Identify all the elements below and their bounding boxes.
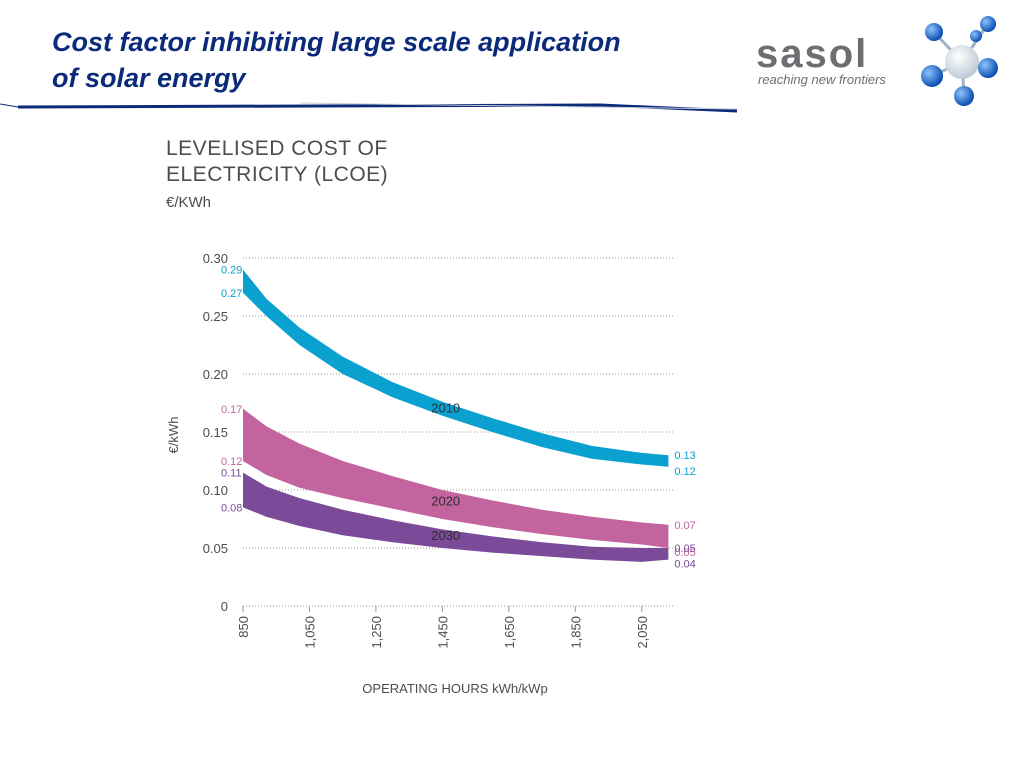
x-tick-label: 1,050 <box>302 616 317 649</box>
x-tick-label: 850 <box>236 616 251 638</box>
x-tick-label: 1,850 <box>568 616 583 649</box>
x-tick-label: 2,050 <box>635 616 650 649</box>
end-lower-label-2020: 0.05 <box>674 547 695 559</box>
chart-title: LEVELISED COST OF ELECTRICITY (LCOE) <box>166 136 388 188</box>
x-tick-label: 1,450 <box>435 616 450 649</box>
band-2020 <box>243 408 669 548</box>
lcoe-chart: 0 0.05 0.10 0.15 0.20 0.25 0.30 850 1,050 1,250 1,… <box>166 251 696 696</box>
sasol-logo: sasol reaching new frontiers <box>752 12 1012 112</box>
band-2010 <box>243 269 669 467</box>
label-layer: 0.29 0.27 0.13 0.12 2010 0.17 0.12 0.07 0.05 2020… <box>221 265 696 571</box>
slide-title-line-2: of solar energy <box>52 63 246 93</box>
y-tick-label: 0.15 <box>203 425 228 440</box>
start-upper-label-2010: 0.29 <box>221 265 242 277</box>
start-lower-label-2010: 0.27 <box>221 288 242 300</box>
y-tick-label: 0.10 <box>203 483 228 498</box>
y-axis-label: €/kWh <box>166 417 181 454</box>
band-2030 <box>243 472 669 562</box>
y-tick-label: 0.30 <box>203 251 228 266</box>
start-upper-label-2030: 0.11 <box>221 468 242 480</box>
grid-layer: 0 0.05 0.10 0.15 0.20 0.25 0.30 850 1,050 1,250 1,… <box>203 251 675 649</box>
x-tick-label: 1,650 <box>502 616 517 649</box>
x-axis-label: OPERATING HOURS kWh/kWp <box>362 681 547 696</box>
y-tick-label: 0.25 <box>203 309 228 324</box>
series-label-2020: 2020 <box>431 493 460 508</box>
end-upper-label-2010: 0.13 <box>674 450 695 462</box>
end-lower-label-2010: 0.12 <box>674 466 695 478</box>
series-label-2030: 2030 <box>431 528 460 543</box>
start-upper-label-2020: 0.17 <box>221 404 242 416</box>
molecule-icon <box>921 16 998 106</box>
y-tick-label: 0.20 <box>203 367 228 382</box>
end-lower-label-2030: 0.04 <box>674 559 695 571</box>
end-upper-label-2020: 0.07 <box>674 520 695 532</box>
slide-title: Cost factor inhibiting large scale appli… <box>52 24 742 96</box>
chart-title-line-2: ELECTRICITY (LCOE) <box>166 163 389 186</box>
y-tick-label: 0 <box>221 599 228 614</box>
end-upper-label-2030: 0.05 <box>674 543 695 555</box>
chart-unit: €/KWh <box>166 194 212 211</box>
logo-wordmark: sasol <box>756 32 869 76</box>
logo-tagline: reaching new frontiers <box>758 72 886 87</box>
band-layer <box>243 269 669 562</box>
chart-title-line-1: LEVELISED COST OF <box>166 137 388 160</box>
series-label-2010: 2010 <box>431 401 460 416</box>
start-lower-label-2020: 0.12 <box>221 456 242 468</box>
start-lower-label-2030: 0.08 <box>221 502 242 514</box>
x-tick-label: 1,250 <box>369 616 384 649</box>
y-tick-label: 0.05 <box>203 541 228 556</box>
title-underline <box>0 102 738 113</box>
slide-title-line-1: Cost factor inhibiting large scale appli… <box>52 27 621 57</box>
